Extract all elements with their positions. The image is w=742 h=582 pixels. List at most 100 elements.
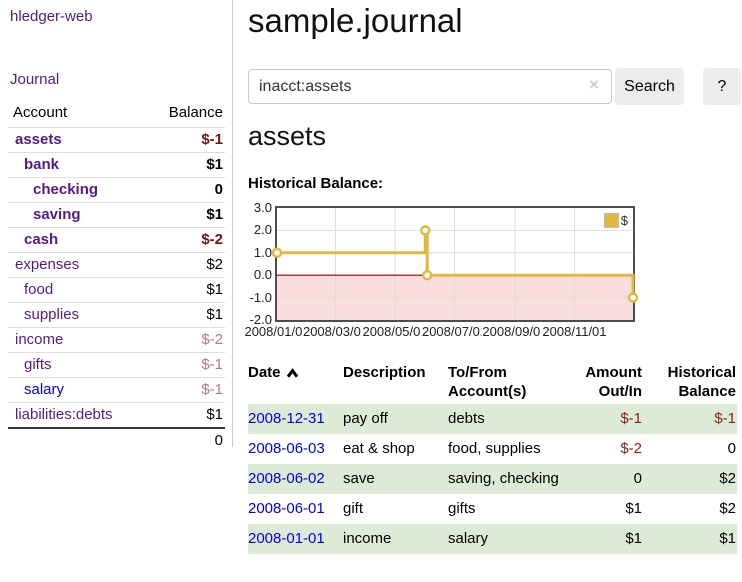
- register-row: 2008-01-01 income salary $1 $1: [248, 524, 737, 554]
- x-axis-tick-label: 2008/03/01: [301, 324, 370, 340]
- register-row: 2008-06-02 save saving, checking 0 $2: [248, 464, 737, 494]
- account-row: expenses $2: [8, 252, 225, 278]
- account-balance: $-1: [201, 356, 223, 373]
- account-row: saving $1: [8, 202, 225, 228]
- transaction-balance: 0: [727, 440, 736, 457]
- transaction-accounts: debts: [448, 410, 485, 427]
- register-table: Date Description To/From Account(s) Amou…: [248, 360, 737, 554]
- transaction-date-link[interactable]: 2008-12-31: [248, 410, 325, 427]
- transaction-date-link[interactable]: 2008-06-02: [248, 470, 325, 487]
- y-axis-tick-label: -2.0: [249, 312, 272, 327]
- transaction-date-link[interactable]: 2008-06-03: [248, 440, 325, 457]
- search-button[interactable]: Search: [615, 68, 684, 105]
- register-header-date[interactable]: Date: [248, 360, 343, 404]
- account-balance: $1: [206, 281, 223, 298]
- account-row: food $1: [8, 277, 225, 303]
- transaction-description: eat & shop: [343, 440, 415, 457]
- transaction-description: gift: [343, 500, 364, 517]
- register-header-balance: Historical Balance: [667, 364, 736, 400]
- account-link[interactable]: cash: [24, 231, 59, 248]
- register-row: 2008-12-31 pay off debts $-1 $-1: [248, 404, 737, 434]
- account-link[interactable]: food: [24, 281, 54, 298]
- accounts-header-balance: Balance: [168, 104, 223, 121]
- app-title-link[interactable]: hledger-web: [10, 8, 93, 25]
- account-row: income $-2: [8, 327, 225, 353]
- transaction-accounts: food, supplies: [448, 440, 541, 457]
- account-balance: $1: [206, 306, 223, 323]
- account-row: salary $-1: [8, 377, 225, 403]
- transaction-amount: $-1: [620, 410, 642, 427]
- nav-journal-link[interactable]: Journal: [10, 71, 60, 88]
- x-axis-tick-label: 2008/09/01: [481, 324, 549, 340]
- transaction-balance: $-1: [714, 410, 736, 427]
- transaction-amount: 0: [633, 470, 642, 487]
- legend-swatch-icon: [603, 213, 619, 228]
- chart-title: Historical Balance:: [248, 175, 384, 192]
- account-balance: $1: [206, 156, 223, 173]
- search-input[interactable]: [248, 69, 612, 104]
- account-balance: $-2: [201, 231, 223, 248]
- transaction-amount: $1: [625, 500, 642, 517]
- account-row: checking 0: [8, 177, 225, 203]
- register-row: 2008-06-03 eat & shop food, supplies $-2 0: [248, 434, 737, 464]
- sidebar-divider: [232, 0, 233, 447]
- y-axis-tick-label: 3.0: [253, 200, 272, 215]
- transaction-accounts: salary: [448, 530, 489, 547]
- y-axis-tick-label: 0.0: [253, 267, 272, 283]
- account-link[interactable]: liabilities:debts: [15, 406, 113, 423]
- account-link[interactable]: expenses: [15, 256, 80, 273]
- accounts-total-row: 0: [8, 428, 225, 453]
- account-link[interactable]: income: [15, 331, 64, 348]
- transaction-description: income: [343, 530, 392, 547]
- account-balance: $1: [206, 206, 223, 223]
- account-balance: $1: [206, 406, 223, 423]
- accounts-header-account: Account: [13, 104, 68, 121]
- transaction-amount: $1: [625, 530, 642, 547]
- account-row: assets $-1: [8, 127, 225, 153]
- legend-label: $: [620, 213, 628, 228]
- account-link[interactable]: supplies: [24, 306, 80, 323]
- chart-legend: $: [603, 213, 628, 228]
- account-heading: assets: [248, 121, 327, 151]
- account-link[interactable]: gifts: [24, 356, 52, 373]
- chart-canvas: [271, 208, 639, 320]
- accounts-table: Account Balance assets $-1 bank $1 checking 0…: [8, 101, 225, 453]
- accounts-header-row: Account Balance: [8, 101, 225, 128]
- x-axis-tick-label: 2008/01/01: [243, 324, 311, 340]
- register-row: 2008-06-01 gift gifts $1 $2: [248, 494, 737, 524]
- help-button[interactable]: ?: [703, 68, 741, 105]
- register-header-date-label: Date: [248, 364, 281, 381]
- transaction-accounts: saving, checking: [448, 470, 559, 487]
- balance-chart: $: [271, 206, 639, 322]
- y-axis-tick-label: 2.0: [253, 222, 272, 238]
- y-axis-tick-label: -1.0: [249, 289, 272, 305]
- transaction-amount: $-2: [620, 440, 642, 457]
- transaction-accounts: gifts: [448, 500, 476, 517]
- x-axis-tick-label: 2008/05/01: [361, 324, 429, 340]
- transaction-description: pay off: [343, 410, 388, 427]
- accounts-total-value: 0: [214, 432, 223, 449]
- account-row: cash $-2: [8, 227, 225, 253]
- page-title: sample.journal: [248, 2, 463, 39]
- x-axis-tick-label: 2008/07/01: [420, 324, 489, 340]
- account-balance: $-1: [201, 131, 223, 148]
- account-row: liabilities:debts $1: [8, 402, 225, 429]
- transaction-date-link[interactable]: 2008-06-01: [248, 500, 325, 517]
- clear-search-icon[interactable]: ×: [589, 75, 599, 94]
- account-link[interactable]: saving: [33, 206, 81, 223]
- account-row: gifts $-1: [8, 352, 225, 378]
- x-axis-tick-label: 2008/11/01: [541, 324, 608, 340]
- transaction-date-link[interactable]: 2008-01-01: [248, 530, 325, 547]
- register-header-row: Date Description To/From Account(s) Amou…: [248, 360, 737, 404]
- account-link[interactable]: assets: [15, 131, 62, 148]
- transaction-balance: $2: [719, 500, 736, 517]
- y-axis-tick-label: 1.0: [253, 244, 272, 260]
- transaction-balance: $2: [719, 470, 736, 487]
- account-balance: $-2: [201, 331, 223, 348]
- account-link[interactable]: salary: [24, 381, 65, 398]
- register-header-description: Description: [343, 364, 426, 381]
- account-link[interactable]: checking: [33, 181, 99, 198]
- register-header-amount: Amount Out/In: [585, 364, 642, 400]
- account-link[interactable]: bank: [24, 156, 60, 173]
